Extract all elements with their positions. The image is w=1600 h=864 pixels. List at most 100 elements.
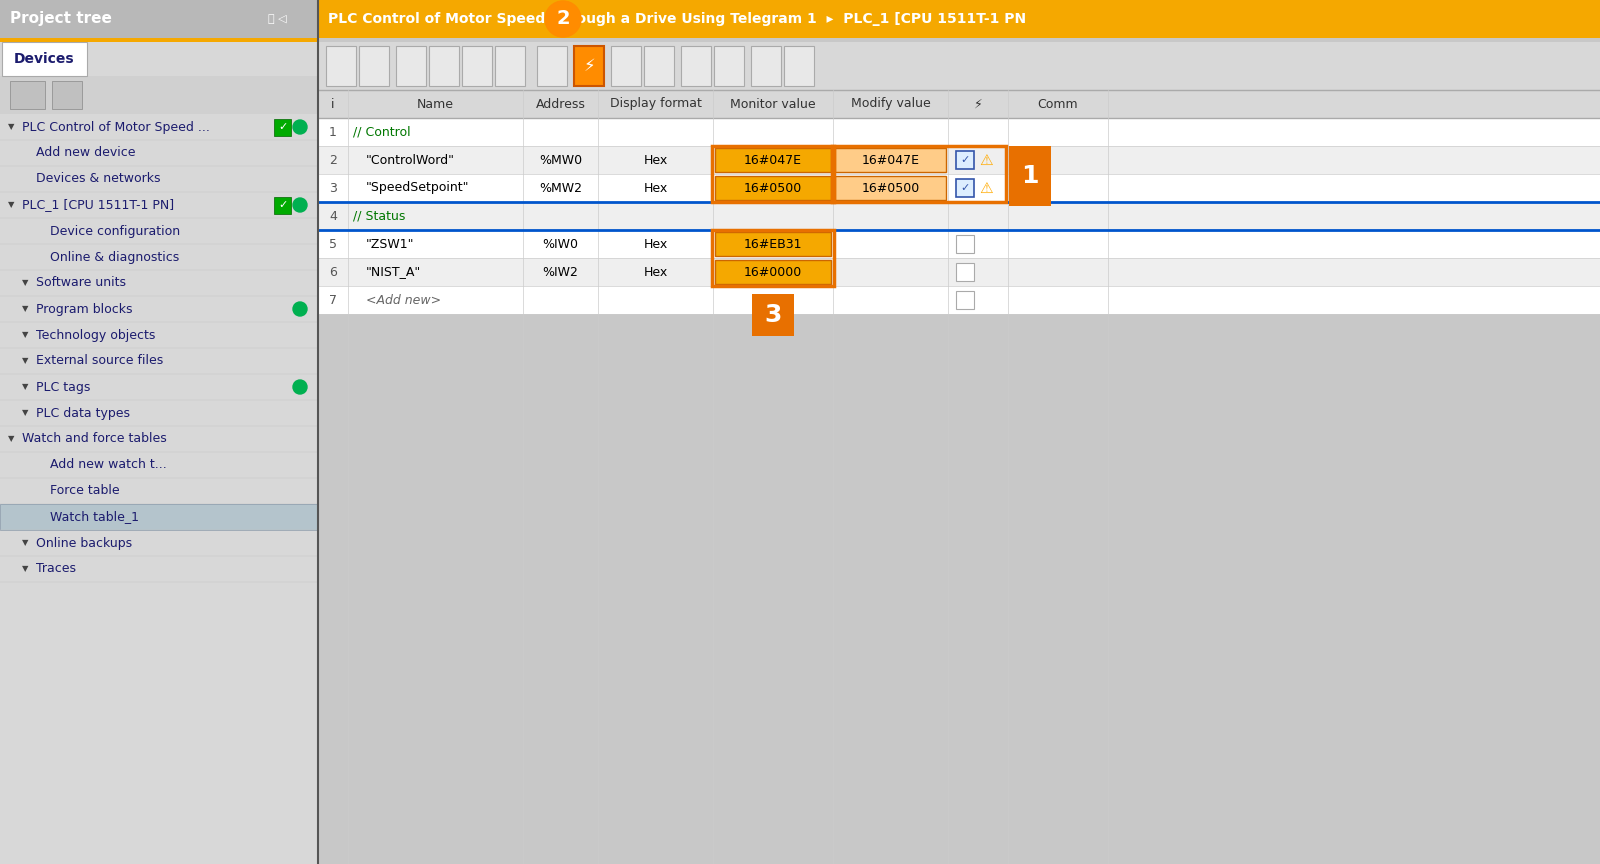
Bar <box>750 46 781 86</box>
Text: ⚠: ⚠ <box>979 153 994 168</box>
Text: 16#EB31: 16#EB31 <box>744 238 802 251</box>
Text: Device configuration: Device configuration <box>50 225 181 238</box>
Bar <box>835 148 946 172</box>
Text: 3: 3 <box>330 181 338 194</box>
Text: Monitor value: Monitor value <box>730 98 816 111</box>
Bar <box>715 232 830 256</box>
Bar <box>274 197 291 214</box>
Bar <box>429 46 459 86</box>
Text: "ZSW1": "ZSW1" <box>366 238 414 251</box>
Text: 6: 6 <box>330 265 338 278</box>
Bar <box>712 230 834 286</box>
Text: 4: 4 <box>330 209 338 223</box>
Bar <box>682 46 710 86</box>
Text: PLC Control of Motor Speed ...: PLC Control of Motor Speed ... <box>22 120 210 134</box>
Text: ▼: ▼ <box>8 200 14 209</box>
Text: %IW2: %IW2 <box>542 265 579 278</box>
Text: %MW0: %MW0 <box>539 154 582 167</box>
Text: ▼: ▼ <box>22 564 29 574</box>
Bar <box>318 42 1600 90</box>
Text: 2: 2 <box>330 154 338 167</box>
Bar <box>318 202 1600 230</box>
Text: Program blocks: Program blocks <box>35 302 133 315</box>
Text: Address: Address <box>536 98 586 111</box>
Bar <box>358 46 389 86</box>
Text: ▼: ▼ <box>22 538 29 548</box>
Text: ⚠: ⚠ <box>979 181 994 195</box>
Text: "SpeedSetpoint": "SpeedSetpoint" <box>366 181 469 194</box>
Text: Devices & networks: Devices & networks <box>35 173 160 186</box>
Text: Display format: Display format <box>610 98 701 111</box>
Bar <box>784 46 814 86</box>
Text: Online & diagnostics: Online & diagnostics <box>50 251 179 264</box>
Text: Add new watch t...: Add new watch t... <box>50 459 166 472</box>
Text: ✓: ✓ <box>960 155 970 165</box>
Bar <box>318 174 1600 202</box>
Text: PLC_1 [CPU 1511T-1 PN]: PLC_1 [CPU 1511T-1 PN] <box>22 199 174 212</box>
Text: ✓: ✓ <box>278 200 288 210</box>
Text: 1: 1 <box>1021 164 1038 188</box>
Text: Force table: Force table <box>50 485 120 498</box>
Bar <box>643 46 674 86</box>
Text: Devices: Devices <box>14 52 74 66</box>
Text: "ControlWord": "ControlWord" <box>366 154 454 167</box>
Circle shape <box>293 302 307 316</box>
Text: i: i <box>331 98 334 111</box>
Bar <box>715 148 830 172</box>
Bar <box>318 90 1600 118</box>
Bar <box>318 286 1600 314</box>
Bar <box>574 46 605 86</box>
Text: 16#047E: 16#047E <box>861 154 920 167</box>
Text: Traces: Traces <box>35 562 77 575</box>
Text: 7: 7 <box>330 294 338 307</box>
Text: ▼: ▼ <box>22 331 29 340</box>
Text: ✓: ✓ <box>960 183 970 193</box>
Circle shape <box>293 380 307 394</box>
Bar <box>397 46 426 86</box>
Bar <box>611 46 642 86</box>
Bar <box>51 81 82 109</box>
Text: Project tree: Project tree <box>10 11 112 27</box>
Text: // Control: // Control <box>354 125 411 138</box>
Text: Hex: Hex <box>643 181 667 194</box>
Text: ⚡: ⚡ <box>974 98 982 111</box>
Text: Modify value: Modify value <box>851 98 930 111</box>
Bar <box>2 42 86 76</box>
Bar <box>318 258 1600 286</box>
Text: Watch and force tables: Watch and force tables <box>22 433 166 446</box>
Bar <box>326 46 355 86</box>
Bar <box>957 151 974 169</box>
Text: 16#0500: 16#0500 <box>861 181 920 194</box>
Bar <box>0 76 318 114</box>
Text: 2: 2 <box>557 10 570 29</box>
Bar <box>274 119 291 136</box>
Text: ▼: ▼ <box>8 435 14 443</box>
Text: ⚡: ⚡ <box>582 57 595 75</box>
Text: 16#0000: 16#0000 <box>744 265 802 278</box>
Text: Hex: Hex <box>643 154 667 167</box>
Bar <box>0 0 318 38</box>
Circle shape <box>293 198 307 212</box>
Text: 16#0500: 16#0500 <box>744 181 802 194</box>
Bar <box>538 46 566 86</box>
Text: Hex: Hex <box>643 265 667 278</box>
Text: External source files: External source files <box>35 354 163 367</box>
Bar <box>318 0 1600 38</box>
Bar <box>832 146 1006 202</box>
Text: %IW0: %IW0 <box>542 238 579 251</box>
Bar <box>752 294 794 336</box>
Bar <box>835 176 946 200</box>
Text: PLC tags: PLC tags <box>35 380 90 393</box>
Text: ⬜ ◁: ⬜ ◁ <box>269 14 286 24</box>
Bar <box>494 46 525 86</box>
Bar <box>957 263 974 281</box>
Text: PLC Control of Motor Speed Through a Drive Using Telegram 1  ▸  PLC_1 [CPU 1511T: PLC Control of Motor Speed Through a Dri… <box>328 12 1026 26</box>
Bar <box>712 146 834 202</box>
Text: ✓: ✓ <box>278 122 288 132</box>
Bar <box>462 46 493 86</box>
Bar <box>0 114 318 864</box>
Bar <box>318 146 1600 174</box>
Bar <box>1010 146 1051 206</box>
Bar <box>0 38 318 42</box>
Text: Add new device: Add new device <box>35 147 136 160</box>
